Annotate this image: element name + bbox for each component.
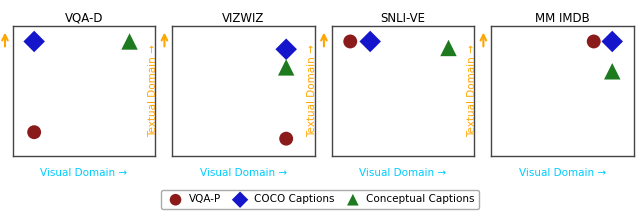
Point [589,40,599,43]
Point [345,40,355,43]
Point [281,66,291,69]
Point [444,46,454,50]
Title: MM IMDB: MM IMDB [535,12,590,25]
Point [281,48,291,51]
Point [607,40,618,43]
Point [281,137,291,140]
Title: SNLI-VE: SNLI-VE [380,12,426,25]
Text: Visual Domain →: Visual Domain → [200,168,287,178]
Point [29,130,39,134]
Point [607,70,618,73]
Text: Visual Domain →: Visual Domain → [519,168,606,178]
Text: Textual Domain →: Textual Domain → [148,44,158,137]
Point [124,40,134,43]
Point [365,40,375,43]
Legend: VQA-P, COCO Captions, Conceptual Captions: VQA-P, COCO Captions, Conceptual Caption… [161,190,479,209]
Point [29,40,39,43]
Title: VQA-D: VQA-D [65,12,103,25]
Title: VIZWIZ: VIZWIZ [222,12,265,25]
Text: Textual Domain →: Textual Domain → [467,44,477,137]
Text: Textual Domain →: Textual Domain → [307,44,317,137]
Text: Visual Domain →: Visual Domain → [40,168,127,178]
Text: Visual Domain →: Visual Domain → [360,168,447,178]
